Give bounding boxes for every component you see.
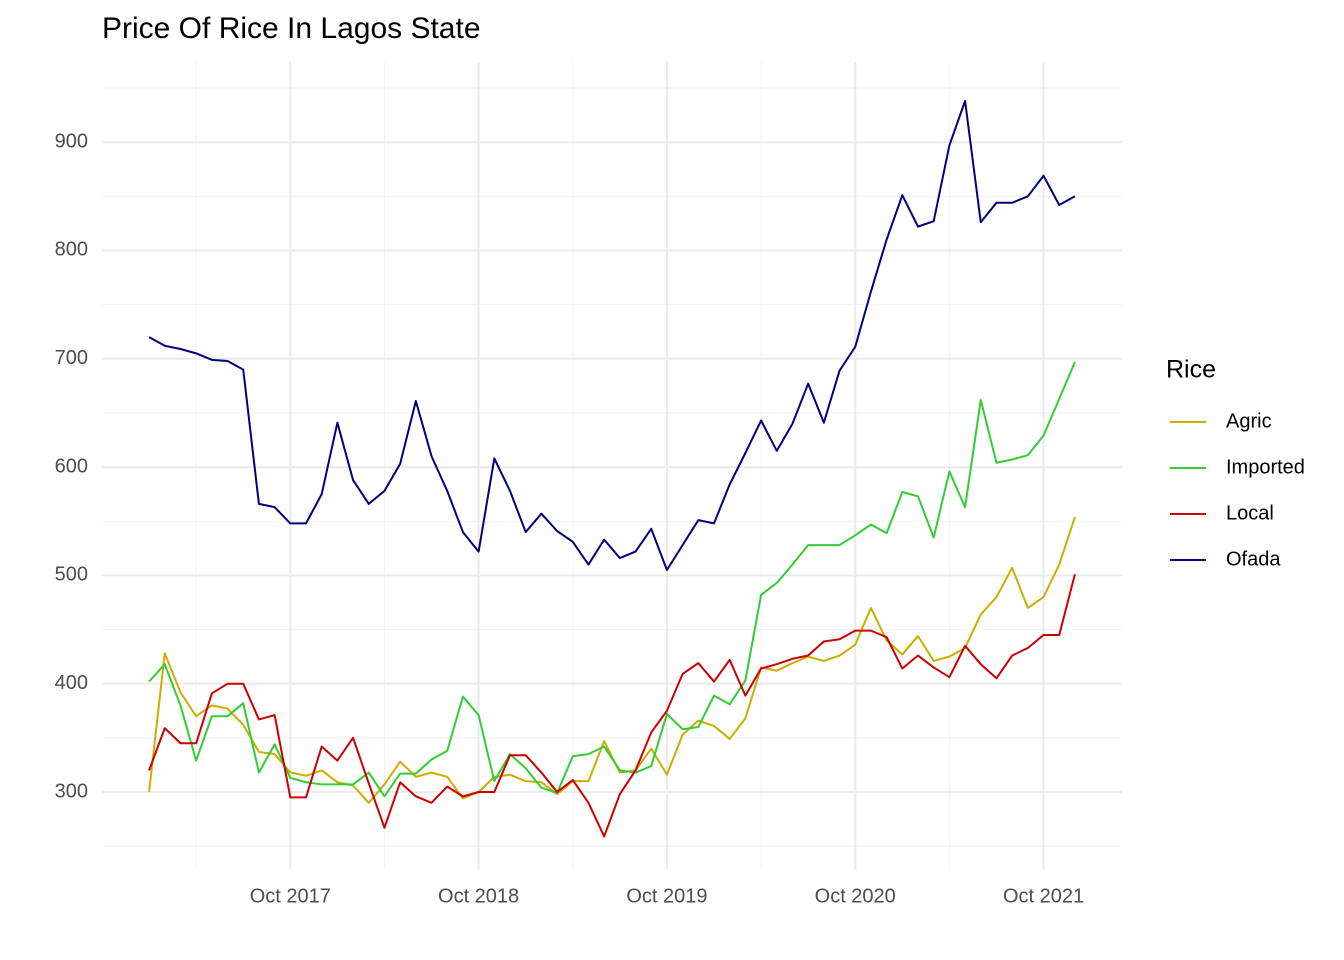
y-tick-label: 400 [55,672,88,694]
legend-label: Imported [1226,456,1305,478]
series-line [148,361,1076,798]
y-tick-label: 700 [55,347,88,369]
legend-label: Local [1226,502,1274,524]
y-tick-label: 900 [55,130,88,152]
legend-label: Agric [1226,410,1272,432]
x-tick-label: Oct 2020 [815,885,896,907]
x-tick-label: Oct 2018 [438,885,519,907]
series-line [148,574,1076,838]
chart-title: Price Of Rice In Lagos State [102,12,481,45]
y-tick-label: 500 [55,564,88,586]
x-tick-label: Oct 2021 [1003,885,1084,907]
legend-label: Ofada [1226,548,1281,570]
y-tick-label: 600 [55,455,88,477]
y-tick-label: 300 [55,780,88,802]
x-tick-label: Oct 2017 [250,885,331,907]
legend-title: Rice [1166,356,1216,384]
x-tick-label: Oct 2019 [626,885,707,907]
series-line [148,99,1076,571]
grid [102,62,1122,870]
y-tick-label: 800 [55,239,88,261]
